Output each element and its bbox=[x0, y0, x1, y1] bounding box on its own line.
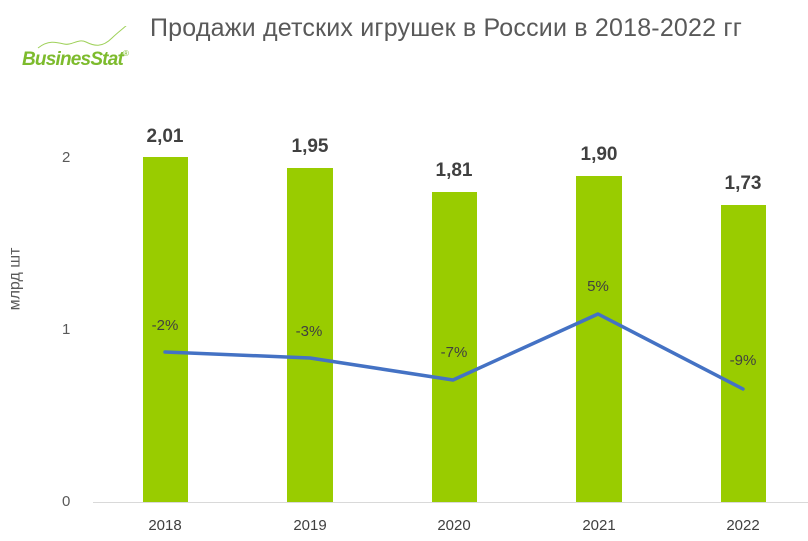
businesstat-logo: BusinesStat® bbox=[20, 26, 135, 76]
chart-title: Продажи детских игрушек в России в 2018-… bbox=[150, 14, 743, 42]
x-tick-2022: 2022 bbox=[726, 517, 760, 534]
bar-value-2021: 1,90 bbox=[580, 144, 618, 165]
x-tick-2020: 2020 bbox=[437, 517, 471, 534]
x-tick-2021: 2021 bbox=[582, 517, 616, 534]
logo-registered-mark: ® bbox=[123, 49, 129, 58]
bar-value-2022: 1,73 bbox=[724, 173, 762, 194]
bar-2021 bbox=[576, 176, 622, 502]
bar-value-2018: 2,01 bbox=[146, 126, 184, 147]
logo-swoosh-icon bbox=[37, 26, 127, 49]
pct-label-2019: -3% bbox=[295, 323, 323, 340]
y-axis-label: млрд шт bbox=[6, 247, 24, 311]
y-tick-0: 0 bbox=[62, 493, 71, 510]
bar-value-2020: 1,81 bbox=[435, 160, 473, 181]
pct-label-2021: 5% bbox=[587, 278, 609, 295]
pct-label-2020: -7% bbox=[440, 344, 468, 361]
bar-value-2019: 1,95 bbox=[291, 136, 329, 157]
y-tick-2: 2 bbox=[62, 149, 71, 166]
y-tick-1: 1 bbox=[62, 321, 71, 338]
x-tick-2019: 2019 bbox=[293, 517, 327, 534]
x-tick-2018: 2018 bbox=[148, 517, 182, 534]
pct-label-2022: -9% bbox=[729, 352, 757, 369]
x-axis-line bbox=[93, 502, 808, 503]
logo-text: BusinesStat bbox=[22, 49, 124, 70]
pct-label-2018: -2% bbox=[151, 317, 179, 334]
